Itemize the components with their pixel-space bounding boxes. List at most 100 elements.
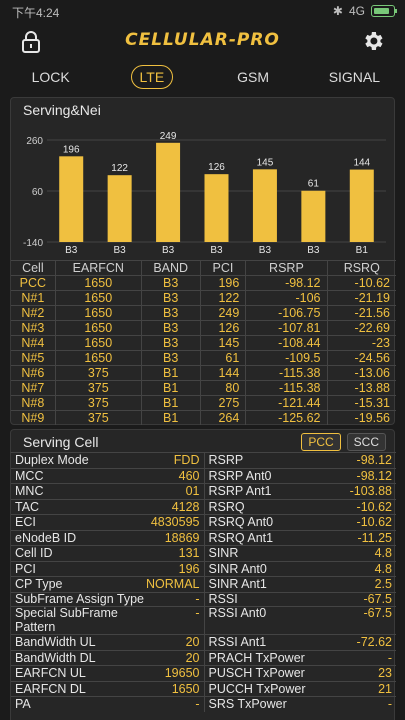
lock-icon[interactable] bbox=[20, 30, 42, 54]
info-value: -10.62 bbox=[356, 499, 392, 514]
y-tick-label: 260 bbox=[26, 136, 43, 147]
info-value: 4830595 bbox=[150, 515, 200, 529]
info-value: 19650 bbox=[164, 666, 200, 680]
column-header: Cell bbox=[11, 260, 56, 276]
info-key: RSRP Ant1 bbox=[208, 484, 272, 498]
table-cell: -106 bbox=[245, 290, 328, 306]
table-cell: 1650 bbox=[55, 275, 142, 291]
app-bar: CELLULAR-PRO bbox=[0, 24, 405, 60]
table-cell: 126 bbox=[200, 320, 247, 336]
carrier-toggle: PCC SCC bbox=[301, 433, 386, 451]
table-cell: N#1 bbox=[11, 290, 56, 306]
scc-button[interactable]: SCC bbox=[346, 433, 386, 451]
info-left: eNodeB ID 18869 bbox=[11, 531, 204, 546]
table-cell: 1650 bbox=[55, 320, 142, 336]
table-row: N#6 375 B1 144 -115.38 -13.06 bbox=[11, 365, 396, 381]
gear-icon[interactable] bbox=[361, 29, 385, 53]
serving-nei-panel: Serving&Nei 260 60 -140 196 B3 122 B3 249 B3 126 B… bbox=[10, 97, 396, 426]
x-tick-label: B3 bbox=[307, 245, 320, 256]
bar bbox=[349, 169, 374, 242]
table-cell: -24.56 bbox=[327, 350, 396, 366]
serving-cell-panel: Serving Cell PCC SCC Duplex Mode FDD RSRP -… bbox=[10, 429, 397, 720]
info-right: SINR Ant0 4.8 bbox=[203, 561, 397, 576]
info-left: EARFCN DL 1650 bbox=[11, 682, 204, 697]
table-cell: -125.62 bbox=[245, 410, 328, 426]
info-key: Special SubFrame Pattern bbox=[15, 606, 118, 634]
info-key: SINR Ant1 bbox=[208, 577, 267, 591]
info-left: Special SubFrame Pattern - bbox=[11, 606, 204, 634]
table-cell: -13.06 bbox=[327, 365, 396, 381]
table-cell: B3 bbox=[141, 335, 201, 351]
info-value: - bbox=[195, 606, 200, 620]
info-left: PA - bbox=[11, 697, 204, 712]
data-label: 61 bbox=[308, 179, 320, 190]
tab-lock[interactable]: LOCK bbox=[31, 69, 70, 85]
info-key: PA bbox=[15, 697, 31, 711]
table-cell: B3 bbox=[141, 275, 201, 291]
table-cell: 1650 bbox=[55, 305, 142, 321]
info-right: RSSI -67.5 bbox=[203, 591, 397, 606]
table-cell: 145 bbox=[200, 335, 247, 351]
info-key: BandWidth DL bbox=[15, 650, 96, 665]
info-row: TAC 4128 RSRQ -10.62 bbox=[11, 498, 396, 514]
info-right: SINR Ant1 2.5 bbox=[203, 577, 397, 592]
tab-gsm[interactable]: GSM bbox=[237, 69, 270, 85]
info-value: 1650 bbox=[171, 681, 200, 696]
info-left: SubFrame Assign Type - bbox=[11, 591, 204, 607]
column-header: BAND bbox=[141, 260, 201, 276]
info-value: NORMAL bbox=[146, 577, 200, 591]
info-value: 4128 bbox=[171, 499, 200, 514]
table-cell: 249 bbox=[200, 305, 247, 321]
info-key: EARFCN UL bbox=[15, 666, 86, 680]
info-key: SubFrame Assign Type bbox=[15, 591, 145, 606]
signal-bar-chart: 260 60 -140 196 B3 122 B3 249 B3 126 B3 145 B3 61 B3 14… bbox=[11, 126, 396, 256]
table-cell: 1650 bbox=[55, 290, 142, 306]
info-key: SINR Ant0 bbox=[208, 561, 267, 576]
info-key: ECI bbox=[15, 515, 36, 529]
info-key: Cell ID bbox=[15, 546, 53, 560]
pcc-button[interactable]: PCC bbox=[301, 433, 341, 451]
info-key: RSRQ Ant0 bbox=[208, 515, 274, 529]
info-row: EARFCN UL 19650 PUSCH TxPower 23 bbox=[11, 665, 396, 681]
table-cell: N#2 bbox=[11, 305, 56, 321]
table-cell: 375 bbox=[55, 380, 142, 396]
tab-signal[interactable]: SIGNAL bbox=[328, 69, 381, 85]
x-tick-label: B3 bbox=[210, 245, 223, 256]
table-cell: 122 bbox=[200, 290, 247, 306]
status-icons: ✱ 4G bbox=[333, 4, 397, 18]
table-cell: -115.38 bbox=[245, 365, 328, 381]
info-value: -72.62 bbox=[356, 635, 392, 649]
y-tick-label: 60 bbox=[32, 187, 44, 198]
table-cell: -10.62 bbox=[327, 275, 396, 291]
column-header: EARFCN bbox=[55, 260, 142, 276]
info-value: 131 bbox=[178, 546, 200, 560]
info-key: RSSI bbox=[208, 591, 238, 606]
info-row: PCI 196 SINR Ant0 4.8 bbox=[11, 560, 397, 576]
info-value: -103.88 bbox=[349, 484, 392, 498]
table-row: PCC 1650 B3 196 -98.12 -10.62 bbox=[11, 275, 396, 291]
info-value: - bbox=[387, 697, 392, 711]
info-value: - bbox=[195, 697, 200, 711]
info-left: EARFCN UL 19650 bbox=[11, 666, 204, 681]
tab-lte[interactable]: LTE bbox=[101, 60, 202, 94]
table-cell: 1650 bbox=[55, 335, 142, 351]
info-value: 196 bbox=[178, 561, 200, 576]
table-cell: 1650 bbox=[55, 350, 142, 366]
panel-title: Serving&Nei bbox=[23, 102, 101, 118]
info-row: SubFrame Assign Type - RSSI -67.5 bbox=[11, 591, 397, 607]
info-key: RSRQ bbox=[208, 499, 245, 514]
bar bbox=[204, 174, 229, 242]
y-tick-label: -140 bbox=[23, 238, 43, 249]
info-row: Duplex Mode FDD RSRP -98.12 bbox=[11, 452, 396, 468]
table-cell: 80 bbox=[200, 380, 247, 396]
network-type: 4G bbox=[348, 4, 365, 18]
table-row: N#9 375 B1 264 -125.62 -19.56 bbox=[11, 410, 396, 426]
info-value: 4.8 bbox=[374, 546, 392, 560]
table-row: N#3 1650 B3 126 -107.81 -22.69 bbox=[11, 320, 396, 336]
info-right: PRACH TxPower - bbox=[203, 650, 397, 665]
table-cell: 375 bbox=[55, 365, 142, 381]
column-header: RSRQ bbox=[327, 260, 396, 276]
info-right: RSRQ Ant1 -11.25 bbox=[203, 530, 397, 545]
data-label: 196 bbox=[63, 144, 80, 155]
table-cell: 196 bbox=[200, 275, 247, 291]
